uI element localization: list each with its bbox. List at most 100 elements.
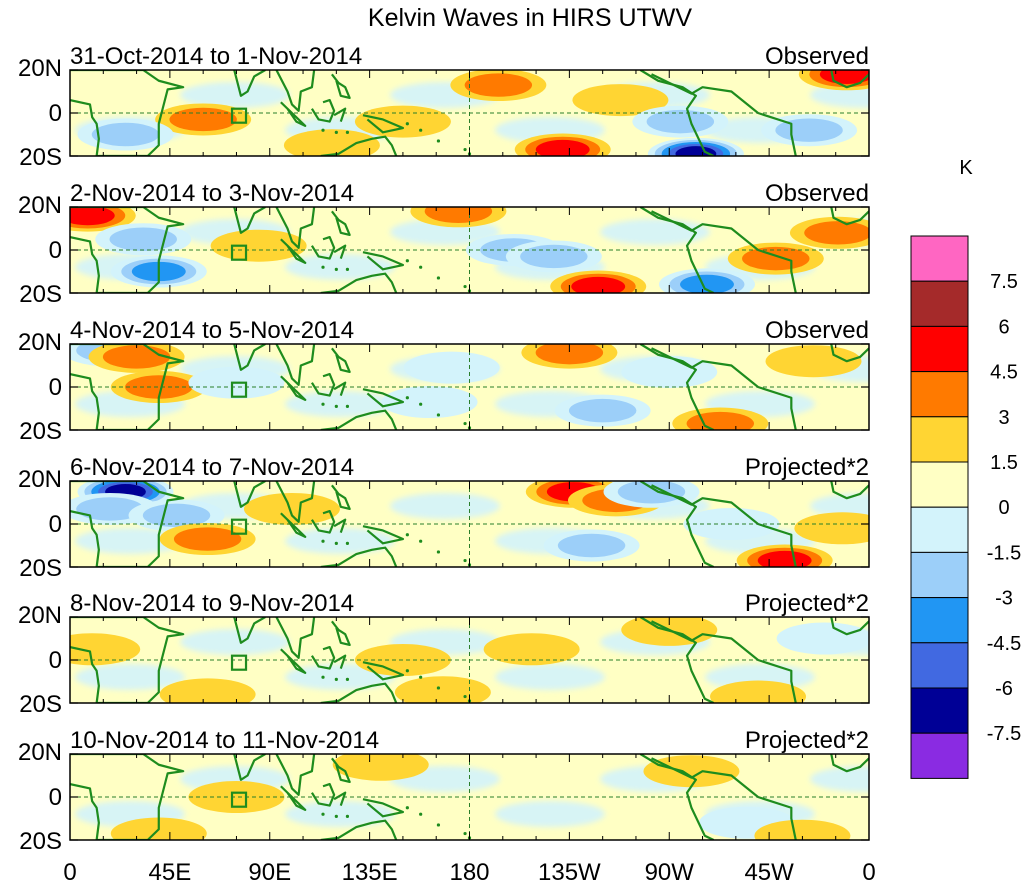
- colorbar-swatch: [910, 687, 969, 734]
- island: [405, 669, 409, 673]
- island: [419, 402, 423, 406]
- latitude-label: 20S: [19, 418, 62, 445]
- latitude-label: 20S: [19, 555, 62, 582]
- map-panel: 20N 0 20S 4-Nov-2014 to 5-Nov-2014 Observed: [18, 317, 870, 445]
- weak-anomaly-band: [495, 664, 605, 690]
- coastline: [331, 347, 351, 374]
- coastline: [70, 344, 185, 430]
- anomaly-blob: [283, 129, 380, 156]
- anomaly-blob: [464, 73, 533, 97]
- island: [405, 122, 409, 126]
- coastline: [310, 510, 336, 534]
- coastline: [233, 344, 266, 371]
- panel-kind: Observed: [765, 317, 869, 344]
- weak-anomaly-band: [285, 254, 395, 280]
- coastline: [331, 620, 351, 647]
- anomaly-blob: [643, 755, 740, 788]
- region-box: [230, 654, 248, 671]
- coastline: [320, 272, 398, 293]
- island: [405, 259, 409, 263]
- coastline: [233, 207, 266, 234]
- island: [436, 276, 441, 280]
- island: [405, 396, 409, 400]
- coastline: [362, 661, 405, 681]
- island: [419, 128, 423, 132]
- coastline: [275, 481, 316, 523]
- longitude-label: 0: [862, 859, 875, 886]
- latitude-label: 20N: [18, 329, 62, 356]
- anomaly-blob: [91, 122, 160, 147]
- island: [345, 541, 350, 545]
- colorbar-label: -3: [995, 588, 1013, 610]
- weak-anomaly-band: [810, 766, 869, 792]
- coastline: [70, 481, 185, 567]
- coastline: [310, 236, 336, 260]
- coastline: [280, 512, 307, 539]
- anomaly-blob: [646, 109, 715, 134]
- coastline: [275, 754, 316, 796]
- coastline: [70, 754, 185, 840]
- coastline: [362, 798, 405, 818]
- anomaly-blob: [710, 680, 807, 703]
- latitude-label: 0: [49, 237, 62, 264]
- anomaly-blob: [776, 622, 869, 655]
- island: [436, 823, 441, 827]
- coastline: [275, 207, 316, 249]
- island: [334, 814, 338, 818]
- island: [321, 539, 325, 543]
- anomaly-blob: [125, 375, 193, 399]
- island: [345, 267, 350, 271]
- latitude-label: 20S: [19, 144, 62, 171]
- coastline: [639, 617, 715, 703]
- latitude-label: 20S: [19, 281, 62, 308]
- island: [345, 677, 350, 681]
- anomaly-blob: [568, 398, 637, 423]
- colorbar-label: -4.5: [987, 633, 1021, 655]
- coastline: [362, 525, 405, 545]
- anomaly-blob: [520, 244, 588, 269]
- island: [405, 533, 409, 537]
- island: [419, 675, 423, 679]
- latitude-label: 20S: [19, 828, 62, 855]
- island: [419, 539, 423, 543]
- weak-anomaly-band: [285, 391, 395, 417]
- coastline: [233, 70, 266, 97]
- coastline: [320, 546, 398, 567]
- island: [463, 147, 467, 152]
- coastline: [830, 481, 869, 500]
- coastline: [320, 819, 398, 840]
- map-panel: 20N 0 20S 31-Oct-2014 to 1-Nov-2014 Observed: [18, 43, 870, 171]
- map-panel: 20N 0 20S 8-Nov-2014 to 9-Nov-2014 Projected…: [18, 590, 870, 718]
- anomaly-blob: [173, 527, 242, 551]
- anomaly-blob: [188, 781, 285, 813]
- coastline: [280, 101, 307, 128]
- coastline: [280, 785, 307, 812]
- anomaly-blob: [142, 503, 211, 528]
- coastline: [233, 617, 266, 644]
- region-box: [230, 244, 248, 261]
- longitude-label: 135E: [342, 859, 398, 886]
- island: [436, 139, 441, 143]
- colorbar-swatch: [910, 461, 969, 508]
- panel-date-range: 10-Nov-2014 to 11-Nov-2014: [70, 727, 379, 754]
- anomaly-field: [70, 70, 869, 156]
- colorbar-label: 6: [998, 316, 1009, 338]
- island: [321, 128, 325, 132]
- island: [345, 130, 350, 134]
- coastline: [331, 210, 351, 237]
- coastline: [310, 373, 336, 397]
- coastline: [639, 70, 715, 156]
- coastline: [362, 114, 405, 134]
- anomaly-blob: [169, 107, 237, 132]
- latitude-label: 20N: [18, 602, 62, 629]
- anomaly-blob: [109, 227, 177, 251]
- longitude-label: 90W: [645, 859, 695, 886]
- coastline: [639, 481, 715, 567]
- weak-anomaly-band: [285, 801, 395, 827]
- island: [321, 265, 325, 269]
- anomaly-blob: [76, 497, 144, 521]
- coastline: [331, 484, 351, 511]
- coastline: [651, 73, 797, 156]
- colorbar-swatch: [910, 280, 969, 327]
- latitude-label: 0: [49, 374, 62, 401]
